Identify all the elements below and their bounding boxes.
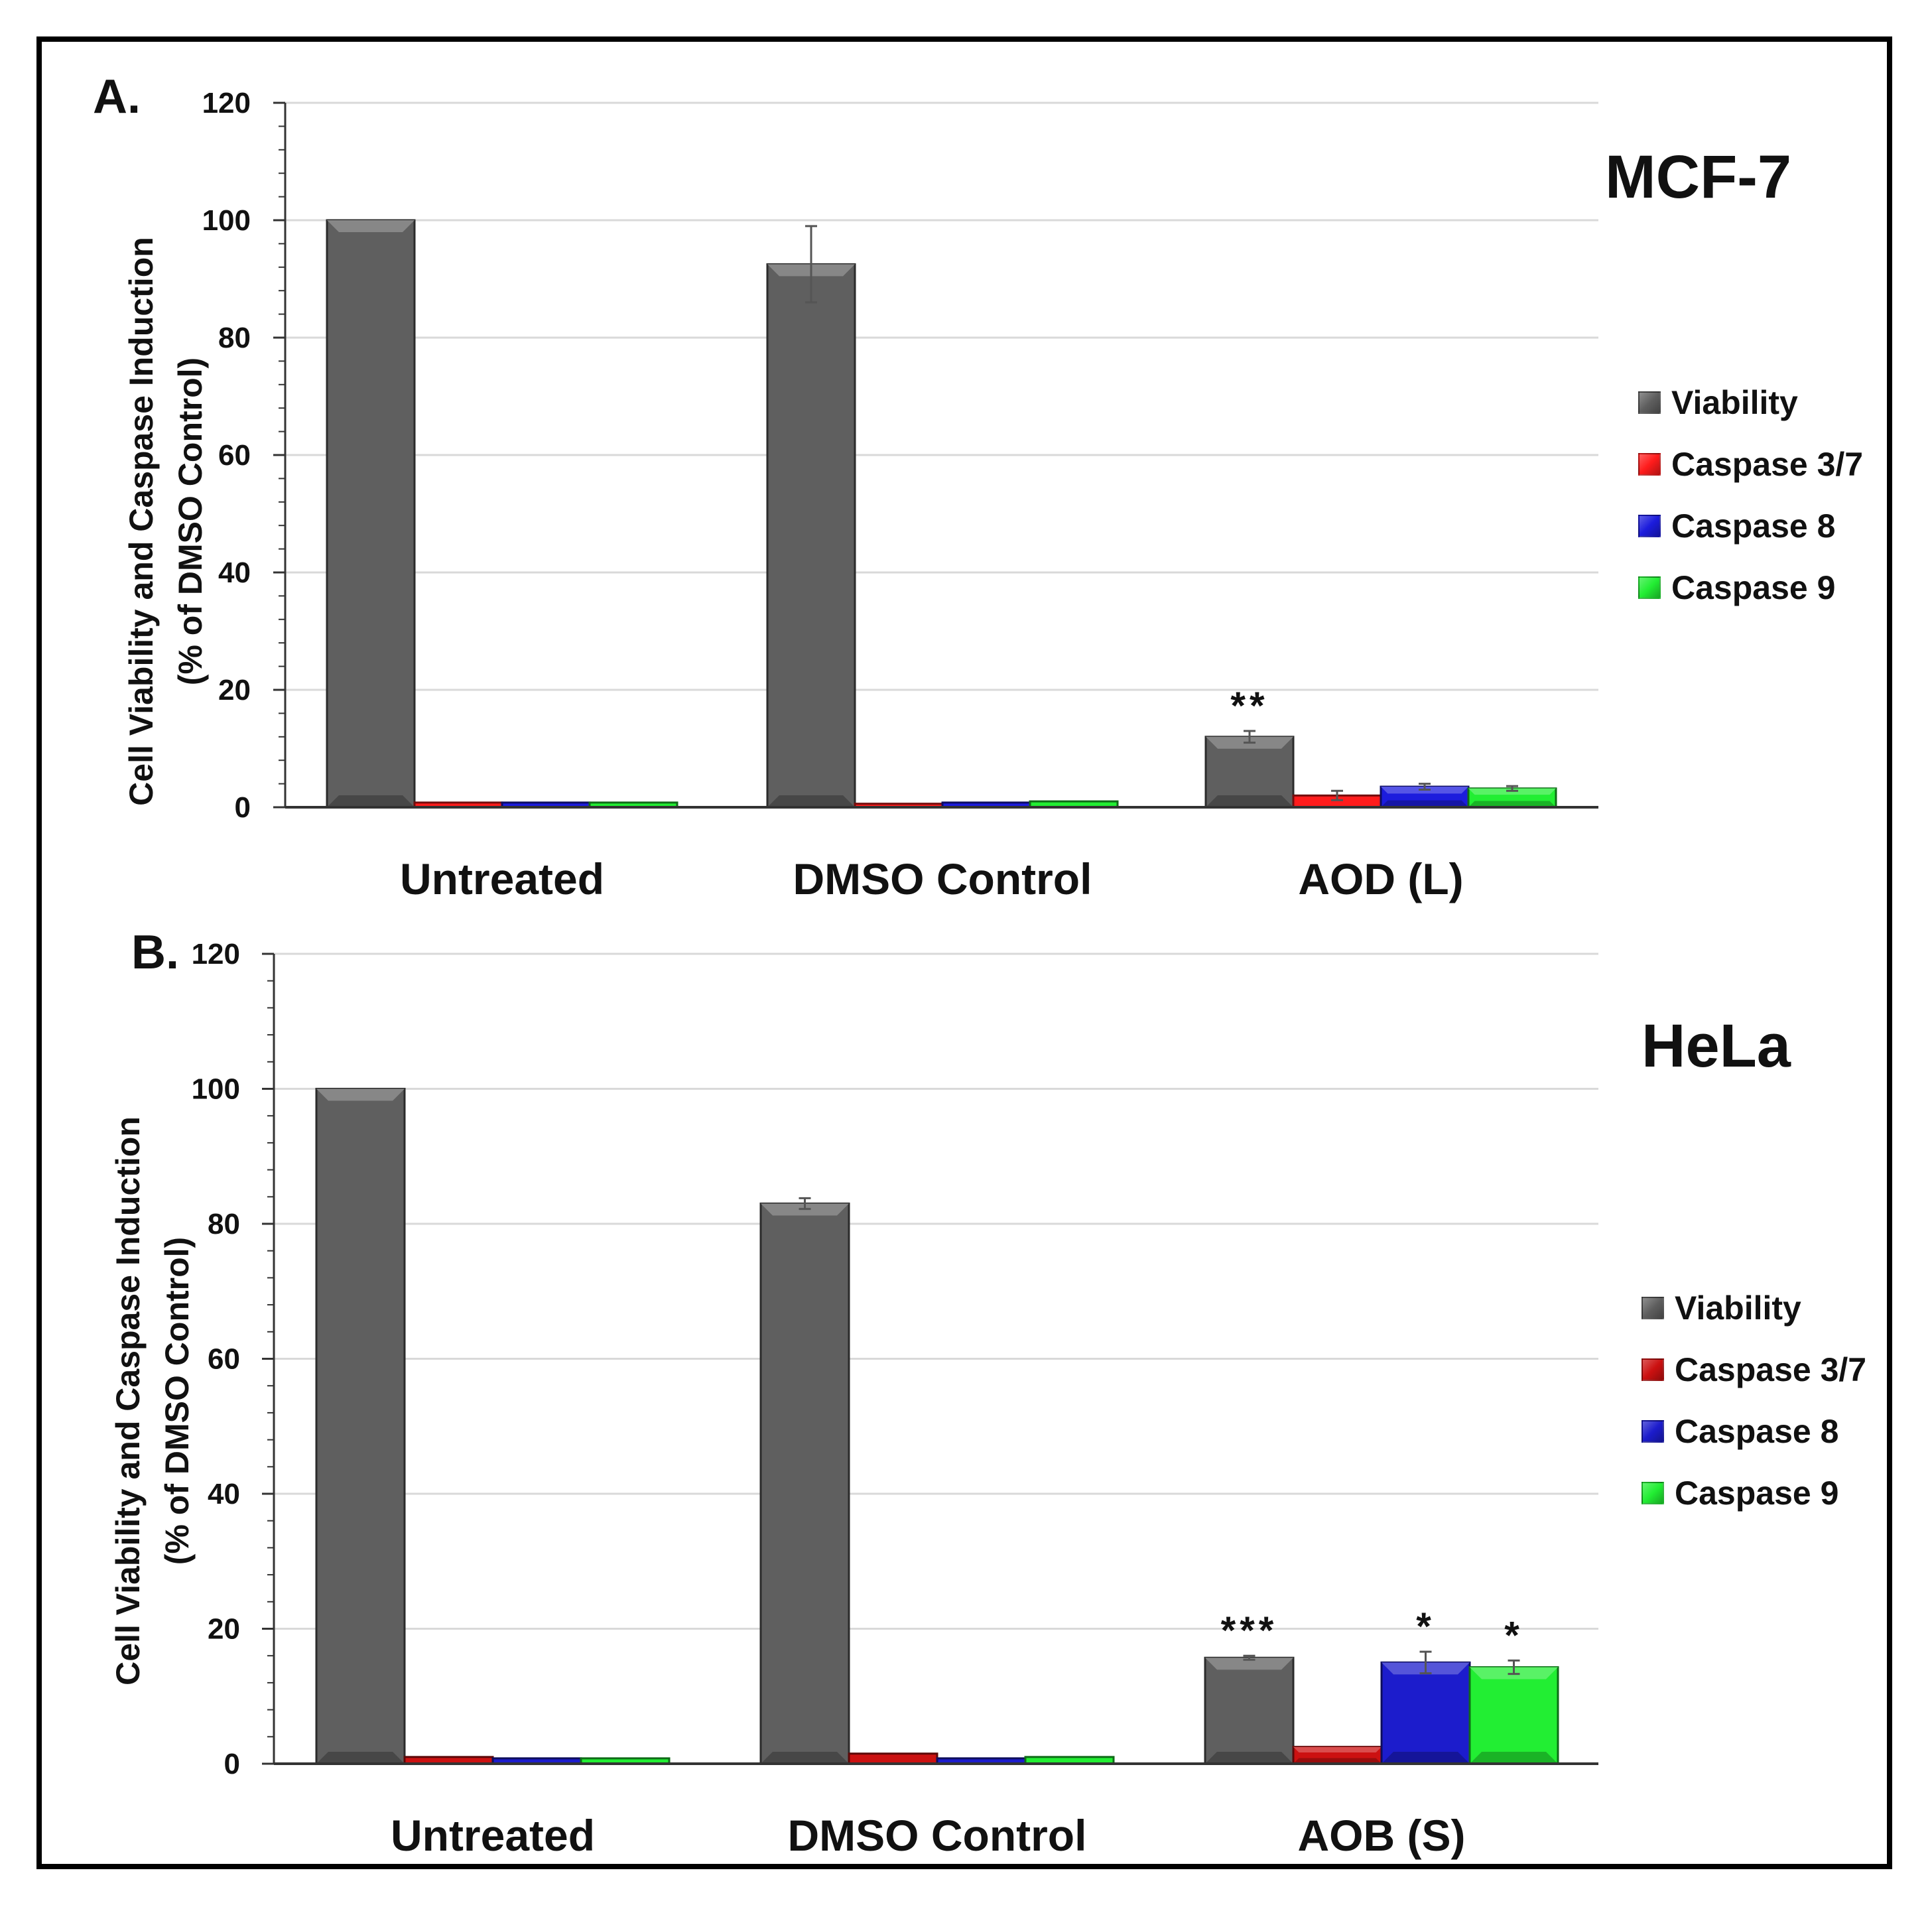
- panel-a-legend-label: Caspase 3/7: [1671, 445, 1864, 483]
- panel-b-y-tick-label: 40: [208, 1478, 240, 1510]
- panel-a-significance-marker: **: [1230, 685, 1268, 728]
- panel-b-bar-fill: [1468, 1666, 1559, 1765]
- panel-a-x-tick-label: AOD (L): [1298, 854, 1463, 903]
- panel-b-legend-label: Caspase 3/7: [1675, 1350, 1867, 1388]
- panel-a-bar-caspase-3-7-3: [1292, 789, 1382, 809]
- panel-b-bar-bevel-top: [1205, 1658, 1293, 1670]
- panel-b-bar-bevel-top: [1293, 1746, 1382, 1753]
- panel-a-x-tick-label: Untreated: [400, 854, 604, 903]
- panel-b-bar-bevel-top: [316, 1088, 405, 1101]
- panel-a-legend: Viability Caspase 3/7 Caspase 8 Caspase 9: [1638, 371, 1863, 618]
- panel-a-legend-item-viability: Viability: [1638, 371, 1863, 433]
- panel-b-bar-caspase-8-3: [1380, 1650, 1471, 1765]
- panel-b-significance-marker: ***: [1221, 1609, 1278, 1652]
- panel-b-x-tick-label: Untreated: [391, 1811, 595, 1860]
- panel-b-legend-swatch: [1642, 1296, 1664, 1319]
- panel-b-x-tick-label: AOB (S): [1298, 1811, 1466, 1860]
- panel-b-legend-item-caspase-9: Caspase 9: [1642, 1462, 1866, 1524]
- panel-b-y-tick-label: 100: [192, 1073, 240, 1106]
- panel-a-legend-swatch: [1638, 452, 1661, 476]
- panel-a-label: A.: [93, 70, 141, 123]
- panel-a-y-tick-label: 20: [218, 674, 251, 706]
- panel-b-bar-viability-3: [1204, 1654, 1295, 1765]
- panel-b-bar-caspase-3-7-3: [1292, 1746, 1383, 1765]
- panel-b-legend-label: Caspase 9: [1675, 1474, 1839, 1512]
- panel-b-legend-item-viability: Viability: [1642, 1277, 1866, 1339]
- panel-b-bar-fill: [1204, 1656, 1295, 1765]
- panel-a-plot: 0 20 40 60 80 100 120 Untreated DMSO Control AOD …: [202, 87, 1598, 903]
- panel-a-bar-bevel-bottom: [767, 795, 855, 807]
- panel-b-significance-marker: *: [1504, 1614, 1523, 1657]
- panel-b-significance-marker: *: [1416, 1605, 1435, 1648]
- panel-b-bar-caspase-9-3: [1468, 1659, 1559, 1765]
- panel-a-title: MCF-7: [1605, 143, 1792, 211]
- panel-a-bar-caspase-8-3: [1380, 783, 1470, 809]
- panel-a-legend-label: Viability: [1671, 383, 1798, 421]
- panel-a-legend-label: Caspase 8: [1671, 507, 1836, 545]
- panel-b-legend-swatch: [1642, 1419, 1664, 1443]
- panel-a-y-tick-label: 80: [218, 322, 251, 354]
- panel-a-bar-fill: [326, 219, 416, 809]
- panel-b-y-tick-label: 20: [208, 1613, 240, 1646]
- panel-a-x-tick-label: DMSO Control: [793, 854, 1092, 903]
- panel-a-y-tick-label: 100: [202, 204, 251, 237]
- panel-b-bar-viability-1: [315, 1088, 406, 1765]
- panel-b-bar-bevel-bottom: [1205, 1752, 1293, 1764]
- panel-a-y-tick-label: 120: [202, 87, 251, 119]
- panel-b-title: HeLa: [1642, 1012, 1791, 1080]
- panel-b-legend: Viability Caspase 3/7 Caspase 8 Caspase 9: [1642, 1277, 1866, 1524]
- panel-a-legend-item-caspase-9: Caspase 9: [1638, 557, 1863, 618]
- panel-b-bar-bevel-bottom: [1470, 1752, 1558, 1764]
- panel-a-legend-swatch: [1638, 576, 1661, 599]
- panel-b-y-tick-label: 120: [192, 938, 240, 970]
- panel-b-y-tick-label: 80: [208, 1208, 240, 1240]
- panel-b-bar-fill: [1380, 1661, 1471, 1765]
- panel-a-y-tick-label: 60: [218, 439, 251, 472]
- panel-b-bar-bevel-bottom: [316, 1752, 405, 1764]
- panel-a-y-tick-label: 0: [235, 791, 251, 824]
- panel-b-bar-bevel-bottom: [761, 1752, 849, 1764]
- panel-b-y-tick-label: 0: [224, 1748, 240, 1780]
- panel-b-bar-fill: [848, 1752, 938, 1765]
- panel-b-legend-label: Viability: [1675, 1289, 1801, 1327]
- panel-a-bar-bevel-bottom: [1381, 800, 1468, 807]
- panel-a-legend-item-caspase-3-7: Caspase 3/7: [1638, 433, 1863, 495]
- panel-a-bar-viability-2: [766, 225, 856, 809]
- panel-a-legend-label: Caspase 9: [1671, 568, 1836, 606]
- panel-a-legend-swatch: [1638, 391, 1661, 414]
- panel-b-legend-swatch: [1642, 1481, 1664, 1504]
- panel-b-bar-fill: [315, 1088, 406, 1765]
- panel-b-bar-caspase-3-7-2: [848, 1752, 938, 1765]
- panel-a-bar-bevel-bottom: [327, 795, 415, 807]
- panel-a-bar-viability-1: [326, 219, 416, 809]
- panel-b-legend-item-caspase-3-7: Caspase 3/7: [1642, 1339, 1866, 1400]
- panel-b-x-tick-label: DMSO Control: [788, 1811, 1087, 1860]
- panel-a-y-tick-label: 40: [218, 557, 251, 589]
- panel-a-bar-caspase-9-3: [1467, 785, 1557, 809]
- panel-a-bar-bevel-bottom: [1206, 795, 1293, 807]
- panel-b-legend-label: Caspase 8: [1675, 1412, 1839, 1450]
- panel-a-bar-bevel-top: [327, 220, 415, 232]
- panel-b-bar-bevel-bottom: [1293, 1758, 1382, 1764]
- panel-b-label: B.: [131, 926, 179, 979]
- panel-b-bar-fill: [759, 1202, 850, 1765]
- panel-b-bar-viability-2: [759, 1197, 850, 1765]
- panel-a-legend-item-caspase-8: Caspase 8: [1638, 495, 1863, 557]
- panel-b-bar-bevel-bottom: [1382, 1752, 1470, 1764]
- panel-a-bar-bevel-bottom: [1468, 801, 1556, 807]
- panel-b-legend-swatch: [1642, 1358, 1664, 1381]
- panel-b-plot: 0 20 40 60 80 100 120 Untreated DMSO Control AOB …: [192, 938, 1598, 1860]
- panel-b-legend-item-caspase-8: Caspase 8: [1642, 1400, 1866, 1462]
- figure-frame: [36, 36, 1892, 1869]
- panel-a-legend-swatch: [1638, 514, 1661, 537]
- panel-a-bar-fill: [766, 263, 856, 809]
- panel-b-y-tick-label: 60: [208, 1343, 240, 1376]
- panel-a-bar-viability-3: [1204, 730, 1295, 809]
